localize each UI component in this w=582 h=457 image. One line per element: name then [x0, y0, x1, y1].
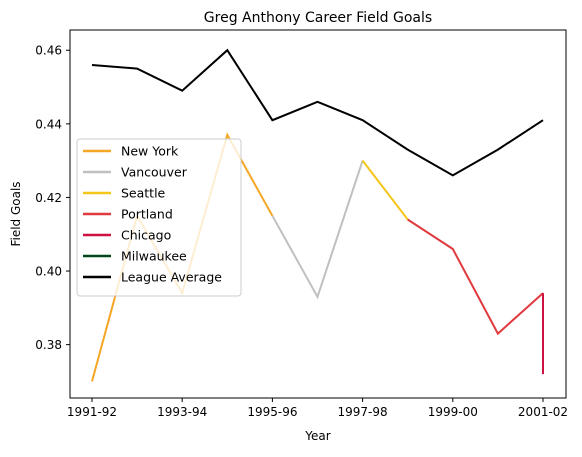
- legend-label-portland: Portland: [121, 207, 173, 222]
- x-axis-label: Year: [304, 429, 330, 443]
- y-tick-label: 0.46: [35, 44, 62, 58]
- legend-label-milwaukee: Milwaukee: [121, 249, 187, 264]
- x-axis: 1991-92 1993-94 1995-96 1997-98 1999-00 2001-…: [67, 398, 568, 419]
- legend-label-seattle: Seattle: [121, 186, 166, 201]
- y-tick-label: 0.42: [35, 191, 62, 205]
- series-line-portland: [408, 220, 543, 334]
- y-tick-label: 0.40: [35, 265, 62, 279]
- x-tick-label: 1993-94: [157, 405, 207, 419]
- x-tick-label: 2001-02: [518, 405, 568, 419]
- series-line-seattle: [363, 161, 408, 220]
- legend-label-league-average: League Average: [121, 270, 222, 285]
- legend-label-chicago: Chicago: [121, 228, 171, 243]
- legend-label-new-york: New York: [121, 144, 179, 159]
- series-line-vancouver: [272, 161, 362, 297]
- x-tick-label: 1997-98: [338, 405, 388, 419]
- y-axis: 0.38 0.40 0.42 0.44 0.46: [35, 44, 70, 352]
- x-tick-label: 1991-92: [67, 405, 117, 419]
- x-tick-label: 1999-00: [428, 405, 478, 419]
- x-tick-label: 1995-96: [247, 405, 297, 419]
- chart-title: Greg Anthony Career Field Goals: [204, 10, 432, 26]
- y-tick-label: 0.44: [35, 117, 62, 131]
- y-axis-label: Field Goals: [9, 181, 23, 246]
- y-tick-label: 0.38: [35, 338, 62, 352]
- legend-label-vancouver: Vancouver: [121, 165, 188, 180]
- legend: New York Vancouver Seattle Portland Chicago M…: [77, 139, 241, 296]
